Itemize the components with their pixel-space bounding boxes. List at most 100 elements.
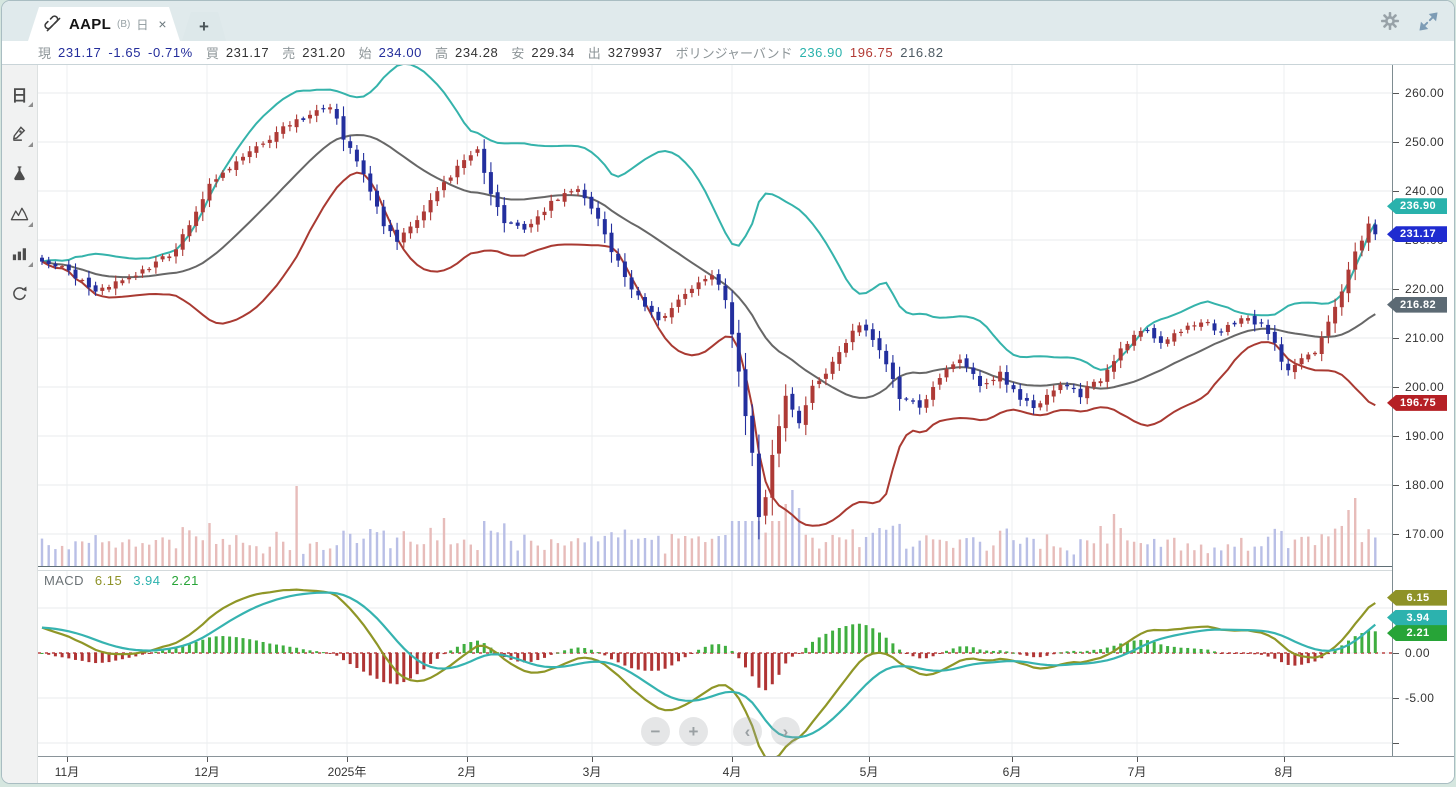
- time-tick-label: 6月: [1002, 765, 1022, 779]
- quote-field-label: ボリンジャーバンド: [675, 46, 793, 61]
- quote-item: 買 231.17: [206, 43, 269, 62]
- tab-symbol: AAPL: [69, 15, 112, 33]
- indicators-button[interactable]: [5, 159, 34, 188]
- axis-tick: [1393, 485, 1399, 486]
- axis-tick-label: 180.00: [1405, 478, 1445, 492]
- price-badge: 2.21: [1387, 625, 1447, 642]
- interval-day-button[interactable]: 日: [5, 79, 34, 108]
- quote-field-label: 安: [511, 46, 525, 61]
- macd-legend: MACD 6.15 3.94 2.21: [44, 573, 199, 588]
- flask-icon: [10, 164, 29, 183]
- price-badge: 216.82: [1387, 296, 1447, 313]
- time-tick: [1012, 757, 1013, 762]
- price-badge: 6.15: [1387, 589, 1447, 606]
- refresh-button[interactable]: [5, 279, 34, 308]
- draw-tools-button[interactable]: [5, 119, 34, 148]
- quote-field-label: 買: [205, 46, 219, 61]
- time-tick: [467, 757, 468, 762]
- quote-item: 始 234.00: [359, 43, 422, 62]
- macd-chart-canvas[interactable]: [38, 571, 1392, 756]
- price-badge: 236.90: [1387, 198, 1447, 215]
- axis-tick-label: 170.00: [1405, 527, 1445, 541]
- zoom-out-button[interactable]: −: [641, 717, 670, 746]
- quote-item: ボリンジャーバンド 236.90 196.75 216.82: [676, 43, 944, 62]
- quote-field-value: 216.82: [900, 45, 944, 60]
- axis-tick: [1393, 743, 1399, 744]
- quote-field-value: 231.17: [225, 45, 270, 60]
- axis-tick: [1393, 191, 1399, 192]
- quote-field-label: 高: [435, 46, 449, 61]
- price-badge: 3.94: [1387, 609, 1447, 626]
- quote-field-value: -1.65: [108, 45, 142, 60]
- pen-icon: [10, 124, 29, 143]
- axis-tick: [1393, 387, 1399, 388]
- axis-tick-label: 200.00: [1405, 380, 1445, 394]
- price-badge: 196.75: [1387, 394, 1447, 411]
- tab-close-icon[interactable]: ×: [158, 16, 167, 32]
- quote-item: 高 234.28: [435, 43, 498, 62]
- time-tick-label: 7月: [1127, 765, 1147, 779]
- quote-field-value: 196.75: [849, 45, 894, 60]
- time-tick-label: 5月: [859, 765, 879, 779]
- quote-field-value: 234.28: [455, 45, 499, 60]
- day-interval-icon: 日: [11, 87, 28, 105]
- price-axis[interactable]: 260.00250.00240.00230.00220.00210.00200.…: [1387, 65, 1454, 756]
- quote-field-value: 231.20: [302, 45, 346, 60]
- bars-icon: [10, 244, 29, 263]
- main-chart-canvas[interactable]: [38, 65, 1392, 566]
- fullscreen-expand-icon[interactable]: [1416, 9, 1440, 33]
- quote-item: 安 229.34: [511, 43, 574, 62]
- time-tick: [1284, 757, 1285, 762]
- macd-label: MACD: [44, 573, 84, 588]
- axis-tick-label: 0.00: [1405, 646, 1430, 660]
- quote-item: 売 231.20: [282, 43, 345, 62]
- pane-separator[interactable]: [38, 566, 1392, 567]
- time-tick: [67, 757, 68, 762]
- axis-tick-label: 210.00: [1405, 331, 1445, 345]
- dropdown-corner-icon: [28, 262, 33, 267]
- time-axis[interactable]: 11月 12月 2025年 2月 3月 4月 5月 6月 7月 8月: [38, 756, 1454, 783]
- plus-icon: +: [199, 16, 209, 36]
- pan-right-button[interactable]: ›: [771, 717, 800, 746]
- time-tick-label: 8月: [1274, 765, 1294, 779]
- time-tick: [207, 757, 208, 762]
- dropdown-corner-icon: [28, 222, 33, 227]
- time-tick: [1137, 757, 1138, 762]
- tab-interval-label: 日: [136, 17, 149, 32]
- volume-toggle-button[interactable]: [5, 239, 34, 268]
- axis-tick-label: 240.00: [1405, 184, 1445, 198]
- time-tick: [592, 757, 593, 762]
- quote-bar: 現 231.17 -1.65 -0.71% 買 231.17 売 231.20 始 234.00 高…: [2, 41, 1454, 65]
- axis-tick-label: 220.00: [1405, 282, 1445, 296]
- chart-style-button[interactable]: [5, 199, 34, 228]
- quote-field-value: 3279937: [607, 45, 663, 60]
- quote-field-value: -0.71%: [148, 45, 193, 60]
- zoom-in-button[interactable]: +: [679, 717, 708, 746]
- tab-bar: AAPL (B) 日 × +: [2, 1, 1454, 42]
- time-tick-label: 12月: [194, 765, 220, 779]
- settings-gear-icon[interactable]: [1378, 9, 1402, 33]
- axis-tick-label: 260.00: [1405, 86, 1445, 100]
- tab-aapl[interactable]: AAPL (B) 日 ×: [28, 7, 180, 41]
- axis-tick: [1393, 93, 1399, 94]
- macd-value: 3.94: [133, 573, 161, 588]
- axis-tick-label: 190.00: [1405, 429, 1445, 443]
- axis-tick: [1393, 338, 1399, 339]
- quote-field-label: 売: [282, 46, 296, 61]
- axis-tick: [1393, 436, 1399, 437]
- quote-field-value: 229.34: [531, 45, 575, 60]
- mountain-icon: [10, 204, 29, 223]
- new-tab-button[interactable]: +: [182, 12, 226, 41]
- pan-left-button[interactable]: ‹: [733, 717, 762, 746]
- time-tick: [869, 757, 870, 762]
- link-off-icon: [44, 14, 63, 34]
- quote-field-label: 現: [38, 46, 52, 61]
- axis-tick-label: 250.00: [1405, 135, 1445, 149]
- axis-tick: [1393, 534, 1399, 535]
- quote-field-label: 出: [587, 46, 601, 61]
- dropdown-corner-icon: [28, 142, 33, 147]
- time-tick: [732, 757, 733, 762]
- axis-tick-label: -5.00: [1405, 691, 1435, 705]
- quote-field-value: 231.17: [58, 45, 102, 60]
- quote-item: 出 3279937: [588, 43, 663, 62]
